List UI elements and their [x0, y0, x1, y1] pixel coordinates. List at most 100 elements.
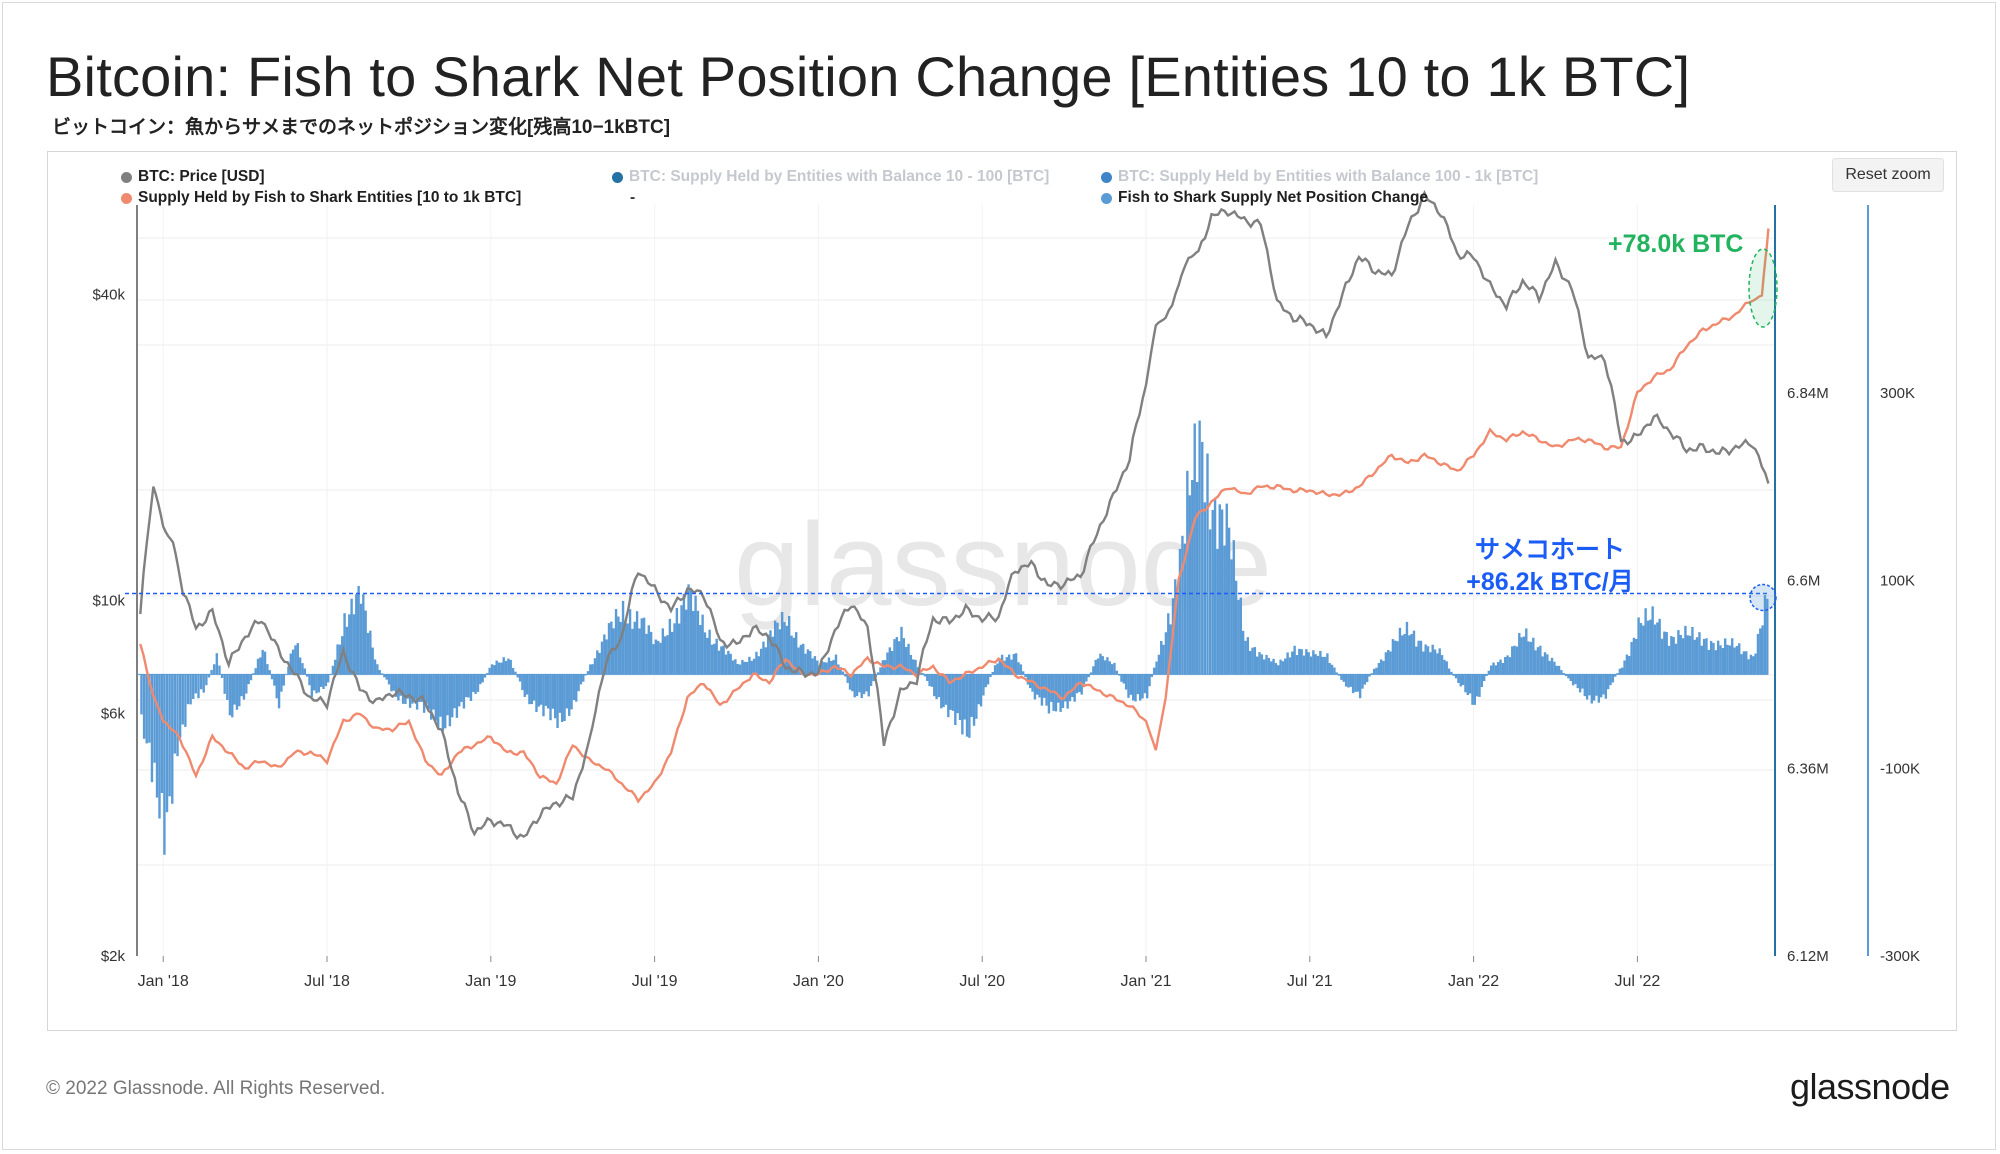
net-change-bar [493, 665, 496, 675]
net-change-bar [1326, 653, 1329, 675]
net-change-bar [1712, 642, 1715, 675]
net-change-bar [937, 674, 941, 698]
net-change-bar [420, 674, 424, 702]
net-change-bar [1485, 674, 1488, 677]
net-change-bar [357, 585, 360, 675]
net-change-bar [780, 611, 784, 675]
net-change-bar [1284, 658, 1287, 675]
net-change-bar [1038, 674, 1041, 698]
net-change-bar [1384, 652, 1388, 675]
reset-zoom-button[interactable]: Reset zoom [1832, 158, 1944, 192]
net-change-bar [1314, 654, 1317, 675]
net-change-bar [1740, 654, 1743, 675]
page-title: Bitcoin: Fish to Shark Net Position Chan… [46, 45, 1691, 108]
net-change-bar [1471, 674, 1474, 705]
net-change-bar [680, 605, 683, 675]
net-change-bar [1153, 667, 1156, 675]
net-change-bar [233, 674, 236, 705]
net-change-bar [563, 674, 566, 722]
netchange-tick-label: 300K [1880, 385, 1915, 402]
net-change-bar [1539, 645, 1542, 675]
footer-logo[interactable]: glassnode [1790, 1066, 1950, 1107]
price-tick-label: $2k [101, 948, 126, 965]
net-change-bar [378, 670, 381, 675]
net-change-bar [1216, 548, 1219, 675]
net-change-bar [189, 674, 192, 705]
net-change-bar [745, 661, 749, 675]
net-change-bar [607, 623, 611, 675]
net-change-bar [1569, 674, 1572, 682]
net-change-bar [359, 603, 363, 675]
net-change-bar [273, 674, 276, 686]
net-change-bar [1674, 643, 1678, 675]
net-change-bar [1255, 656, 1259, 675]
legend-item-net-position-change[interactable]: Fish to Shark Supply Net Position Change [1101, 189, 1428, 207]
page-subtitle: ビットコイン：魚からサメまでのネットポジション変化[残高10−1kBTC] [52, 117, 671, 138]
supply-tick-label: 6.12M [1787, 948, 1829, 965]
net-change-bar [1695, 637, 1699, 675]
net-change-bar [525, 674, 529, 695]
legend-item-fish-shark-supply[interactable]: Supply Held by Fish to Shark Entities [1… [121, 189, 521, 207]
net-change-bar [970, 674, 973, 717]
net-change-bar [1646, 620, 1650, 675]
netchange-tick-label: 100K [1880, 573, 1915, 590]
net-change-bar [678, 623, 681, 675]
net-change-bar [1082, 674, 1086, 685]
net-change-bar [1108, 661, 1111, 675]
net-change-bar [140, 674, 143, 715]
net-change-bar [270, 674, 274, 680]
net-change-bar [495, 660, 498, 675]
net-change-bar [668, 618, 672, 675]
net-change-bar [1398, 627, 1402, 675]
net-change-bar [1731, 638, 1734, 675]
net-change-bar [474, 674, 477, 694]
net-change-bar [1305, 649, 1308, 675]
net-change-bar [1679, 634, 1682, 675]
net-change-bar [1408, 635, 1411, 675]
net-change-bar [1017, 662, 1020, 675]
net-change-bar [1300, 649, 1303, 675]
net-change-bar [759, 648, 763, 675]
net-change-bar [1316, 655, 1320, 675]
net-change-bar [1684, 625, 1687, 675]
net-change-bar [1195, 482, 1199, 675]
net-change-bar [213, 664, 216, 675]
net-change-bar [598, 652, 601, 675]
net-change-bar [813, 656, 817, 675]
legend-dot-icon [1101, 192, 1112, 204]
net-change-bar [397, 674, 400, 701]
net-change-bar [1162, 644, 1165, 675]
net-change-bar [1595, 674, 1598, 696]
net-change-bar [289, 653, 292, 675]
net-change-bar [155, 674, 159, 798]
net-change-bar [1382, 661, 1385, 675]
legend-item-btc-price[interactable]: BTC: Price [USD] [121, 168, 265, 186]
net-change-bar [1597, 674, 1601, 703]
net-change-bar [1606, 674, 1610, 690]
net-change-bar [1635, 639, 1638, 675]
net-change-bar [486, 673, 489, 675]
net-change-bar [1024, 674, 1027, 677]
net-change-bar [647, 625, 650, 675]
legend-item-supply-10-100[interactable]: BTC: Supply Held by Entities with Balanc… [612, 168, 1049, 186]
net-change-bar [472, 674, 475, 692]
legend-item-supply-100-1k[interactable]: BTC: Supply Held by Entities with Balanc… [1101, 168, 1538, 186]
net-change-bar [858, 674, 861, 693]
net-change-bar [577, 674, 580, 692]
net-change-bar [399, 674, 402, 696]
net-change-bar [1658, 618, 1661, 675]
x-tick-label: Jul '21 [1287, 973, 1333, 990]
net-change-bar [1616, 673, 1619, 675]
net-change-bar [633, 621, 636, 675]
net-change-bar [659, 642, 662, 675]
net-change-bar [996, 663, 999, 675]
net-change-bar [1265, 654, 1268, 675]
net-change-bar [1333, 667, 1336, 675]
net-change-bar [1698, 632, 1701, 675]
net-change-bar [663, 636, 667, 675]
net-change-bar [383, 674, 386, 678]
net-change-bar [645, 633, 648, 675]
net-change-bar [860, 674, 863, 699]
net-change-bar [1267, 657, 1271, 675]
